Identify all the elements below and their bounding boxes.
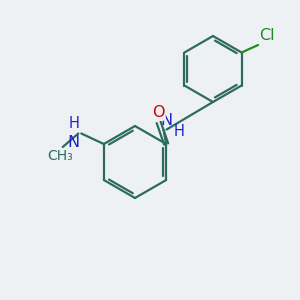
Text: H: H: [174, 124, 184, 139]
Text: Cl: Cl: [260, 28, 275, 44]
Text: H: H: [69, 116, 80, 130]
Text: N: N: [68, 135, 80, 150]
Text: CH₃: CH₃: [47, 148, 73, 163]
Text: O: O: [152, 105, 165, 120]
Text: N: N: [160, 113, 172, 128]
